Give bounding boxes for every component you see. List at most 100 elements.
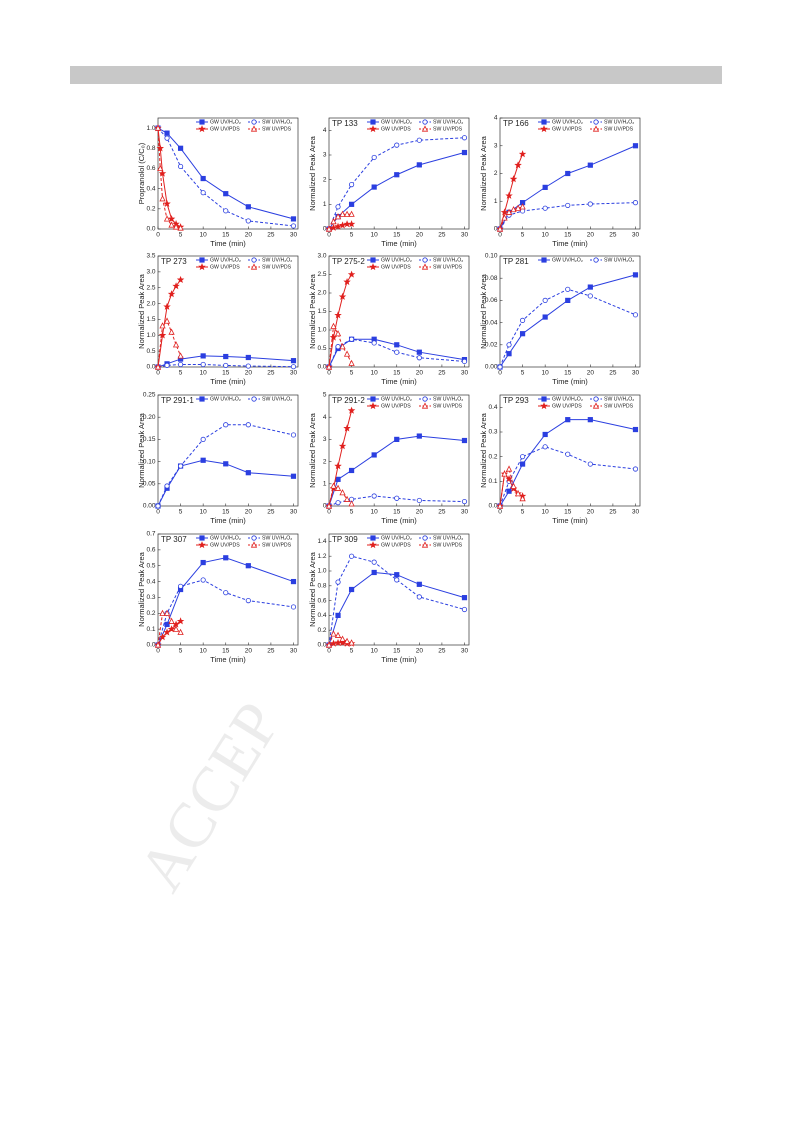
legend-marker bbox=[251, 396, 257, 402]
legend-label: GW UV/H₂O₂ bbox=[381, 396, 412, 402]
x-tick-label: 25 bbox=[438, 232, 446, 239]
marker bbox=[347, 406, 356, 414]
y-axis-label: Normalized Peak Area bbox=[137, 551, 146, 626]
legend-label: SW UV/H₂O₂ bbox=[262, 257, 292, 263]
legend-marker bbox=[593, 257, 599, 263]
marker bbox=[163, 199, 171, 207]
legend-label: SW UV/PDS bbox=[433, 264, 463, 270]
marker bbox=[371, 569, 377, 576]
legend-label: SW UV/PDS bbox=[433, 403, 463, 409]
marker bbox=[394, 172, 400, 178]
marker bbox=[416, 137, 422, 143]
panel-title: TP 275-2 bbox=[332, 257, 365, 266]
marker bbox=[177, 361, 184, 368]
marker bbox=[461, 149, 468, 156]
marker bbox=[496, 225, 504, 232]
x-tick-label: 15 bbox=[393, 509, 401, 516]
plot-frame bbox=[328, 533, 470, 646]
y-tick-label: 0.0 bbox=[146, 226, 155, 233]
legend-label: SW UV/H₂O₂ bbox=[262, 396, 292, 402]
legend-marker bbox=[369, 541, 377, 549]
marker bbox=[159, 195, 166, 202]
legend-marker bbox=[421, 402, 429, 409]
y-tick-label: 0.5 bbox=[146, 348, 155, 355]
marker bbox=[348, 467, 355, 474]
y-tick-label: 0.3 bbox=[146, 594, 155, 601]
legend-marker bbox=[198, 125, 206, 133]
x-tick-label: 30 bbox=[290, 648, 298, 655]
marker bbox=[223, 590, 229, 596]
x-tick-label: 5 bbox=[350, 232, 354, 239]
marker bbox=[416, 162, 422, 168]
marker bbox=[245, 470, 251, 476]
legend-label: SW UV/PDS bbox=[262, 126, 292, 132]
panel-title: TP 291-1 bbox=[161, 396, 194, 405]
marker bbox=[565, 286, 571, 292]
marker bbox=[371, 184, 377, 190]
legend-label: SW UV/H₂O₂ bbox=[433, 535, 463, 541]
marker bbox=[416, 581, 422, 587]
marker bbox=[461, 135, 468, 141]
marker bbox=[587, 417, 593, 423]
marker bbox=[330, 482, 337, 489]
legend-marker bbox=[250, 541, 258, 548]
marker bbox=[348, 500, 355, 507]
marker bbox=[510, 482, 517, 489]
x-axis-label: Time (min) bbox=[381, 516, 417, 525]
marker bbox=[519, 331, 526, 337]
marker bbox=[223, 191, 229, 197]
x-tick-label: 5 bbox=[521, 232, 525, 239]
marker bbox=[167, 290, 176, 298]
marker bbox=[172, 282, 180, 290]
legend-marker bbox=[251, 257, 257, 263]
legend-label: SW UV/H₂O₂ bbox=[433, 257, 463, 263]
marker bbox=[587, 461, 593, 467]
y-tick-label: 3.5 bbox=[146, 253, 155, 260]
y-tick-label: 0.3 bbox=[488, 429, 497, 436]
marker bbox=[290, 216, 297, 222]
marker bbox=[245, 563, 251, 569]
x-tick-label: 10 bbox=[371, 370, 379, 377]
x-tick-label: 25 bbox=[609, 370, 617, 377]
marker bbox=[164, 483, 170, 489]
marker bbox=[542, 205, 548, 211]
legend-label: SW UV/PDS bbox=[262, 542, 292, 548]
marker bbox=[334, 222, 342, 230]
marker bbox=[348, 182, 355, 188]
watermark: ACCEP bbox=[124, 690, 294, 903]
marker bbox=[339, 343, 346, 350]
marker bbox=[587, 162, 593, 168]
x-tick-label: 5 bbox=[350, 370, 354, 377]
panel-title: TP 133 bbox=[332, 119, 358, 128]
marker bbox=[519, 317, 526, 323]
marker bbox=[200, 353, 206, 359]
marker bbox=[334, 484, 342, 491]
marker bbox=[542, 431, 548, 438]
x-tick-label: 10 bbox=[371, 232, 379, 239]
x-tick-label: 20 bbox=[416, 370, 424, 377]
x-tick-label: 30 bbox=[290, 509, 298, 516]
legend-label: GW UV/PDS bbox=[552, 403, 582, 409]
marker bbox=[223, 208, 229, 214]
marker bbox=[338, 292, 347, 300]
marker bbox=[500, 208, 509, 216]
chart-panel: 0.0 0.1 0.2 0.3 0.4 0.5 0.6 0.7 0 5 10 15 20 25 30 Time… bbox=[137, 531, 299, 664]
marker bbox=[330, 630, 337, 637]
marker bbox=[348, 359, 355, 366]
x-axis-label: Time (min) bbox=[210, 377, 246, 386]
marker bbox=[632, 312, 639, 318]
legend-marker bbox=[541, 396, 547, 402]
marker bbox=[154, 124, 162, 131]
marker bbox=[176, 617, 185, 625]
y-tick-label: 0.08 bbox=[485, 275, 498, 282]
y-axis-label: Normalized Peak Area bbox=[308, 135, 317, 210]
marker bbox=[290, 604, 297, 610]
marker bbox=[334, 631, 342, 638]
y-tick-label: 0.4 bbox=[488, 404, 497, 411]
y-tick-label: 2.0 bbox=[317, 290, 326, 297]
y-tick-label: 0.1 bbox=[488, 478, 497, 485]
x-tick-label: 20 bbox=[245, 232, 253, 239]
marker bbox=[514, 161, 522, 169]
marker bbox=[394, 495, 400, 501]
y-axis-label: Normalized Peak Area bbox=[308, 551, 317, 626]
